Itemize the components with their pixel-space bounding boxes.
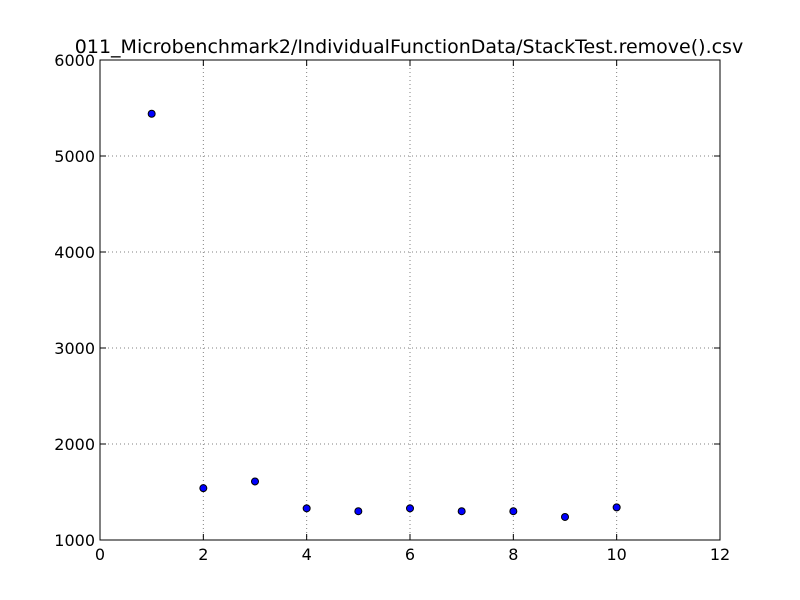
data-point xyxy=(612,503,621,512)
data-point xyxy=(251,477,259,486)
y-tick-label: 4000 xyxy=(54,243,95,262)
y-tick-label: 3000 xyxy=(54,339,95,358)
x-tick-label: 10 xyxy=(606,545,626,564)
data-points xyxy=(147,109,621,521)
x-tick-label: 6 xyxy=(405,545,415,564)
data-point xyxy=(509,507,518,516)
x-tick-label: 12 xyxy=(710,545,730,564)
data-point xyxy=(199,484,208,493)
data-point xyxy=(147,109,156,118)
x-tick-label: 4 xyxy=(302,545,312,564)
data-point xyxy=(561,512,569,521)
x-tick-label: 2 xyxy=(198,545,208,564)
y-tick-label: 1000 xyxy=(54,531,95,550)
data-point xyxy=(354,507,363,516)
x-tick-label: 8 xyxy=(508,545,518,564)
y-tick-label: 2000 xyxy=(54,435,95,454)
x-tick-label: 0 xyxy=(95,545,105,564)
y-axis-tick-labels: 1000 2000 3000 4000 5000 6000 xyxy=(54,51,95,550)
y-tick-label: 6000 xyxy=(54,51,95,70)
axis-ticks xyxy=(99,59,721,541)
x-axis-tick-labels: 0 2 4 6 8 10 12 xyxy=(95,545,730,564)
data-point xyxy=(406,504,414,513)
y-tick-label: 5000 xyxy=(54,147,95,166)
data-point xyxy=(457,507,466,516)
data-point xyxy=(302,504,311,513)
chart-title: 011_Microbenchmark2/IndividualFunctionDa… xyxy=(75,36,743,58)
grid xyxy=(100,60,720,540)
